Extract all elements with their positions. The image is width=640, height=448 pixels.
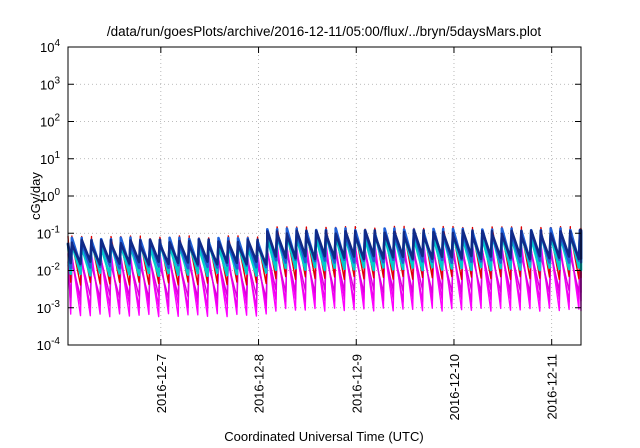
y-axis-label: cGy/day [28,172,43,220]
x-axis: 2016-12-7 2016-12-8 2016-12-9 2016-12-10 201… [154,47,560,421]
x-tick-label: 2016-12-8 [252,354,267,413]
series-layer [66,225,583,318]
y-tick-label: 100 [40,187,60,204]
x-tick-label: 2016-12-7 [154,354,169,413]
y-tick-label: 10-2 [37,262,61,279]
chart-title: /data/run/goesPlots/archive/2016-12-11/0… [107,24,541,39]
series-line-dark-navy [66,229,583,266]
x-tick-label: 2016-12-9 [349,354,364,413]
y-tick-label: 10-3 [37,299,61,316]
y-tick-label: 104 [40,38,60,55]
y-tick-label: 10-4 [37,336,61,353]
y-tick-label: 101 [40,150,60,167]
y-tick-label: 103 [40,75,60,92]
y-tick-label: 10-1 [37,224,61,241]
y-axis: 10-4 10-3 10-2 10-1 100 101 102 103 104 [37,38,581,353]
x-axis-label: Coordinated Universal Time (UTC) [224,429,423,444]
y-tick-label: 102 [40,113,60,130]
x-tick-label: 2016-12-10 [447,354,462,421]
x-tick-label: 2016-12-11 [545,354,560,420]
